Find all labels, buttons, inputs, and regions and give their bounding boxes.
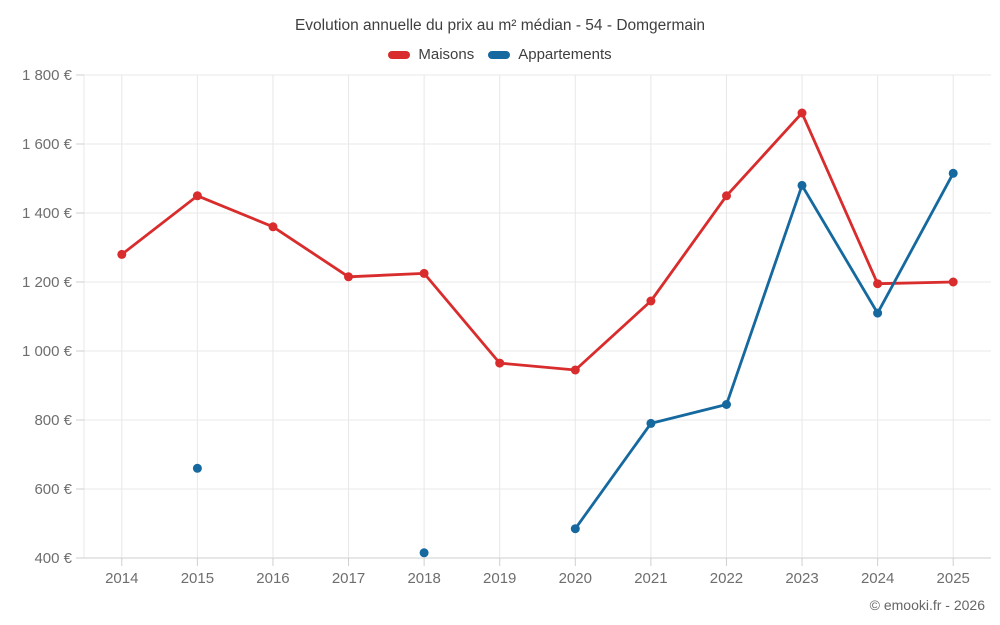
data-point-maisons-2018[interactable] — [419, 268, 429, 278]
data-point-maisons-2015[interactable] — [192, 191, 202, 201]
y-axis-label: 1 400 € — [22, 205, 73, 222]
data-point-appartements-2024[interactable] — [873, 308, 883, 318]
data-point-appartements-2015[interactable] — [192, 463, 202, 473]
y-axis-label: 1 600 € — [22, 136, 73, 153]
data-point-maisons-2016[interactable] — [268, 222, 278, 232]
x-axis-label: 2020 — [559, 570, 592, 587]
x-axis-label: 2018 — [407, 570, 440, 587]
data-point-maisons-2017[interactable] — [344, 272, 353, 282]
x-axis-label: 2017 — [332, 570, 365, 587]
x-axis-label: 2014 — [105, 570, 138, 587]
x-axis-label: 2024 — [861, 570, 894, 587]
data-point-maisons-2022[interactable] — [722, 191, 731, 201]
data-point-maisons-2021[interactable] — [646, 296, 656, 306]
legend-marker-maisons-icon — [388, 50, 411, 59]
y-axis-label: 1 000 € — [22, 343, 73, 360]
data-point-maisons-2014[interactable] — [117, 249, 127, 259]
data-point-appartements-2020[interactable] — [570, 524, 580, 534]
data-point-appartements-2022[interactable] — [722, 400, 731, 409]
x-axis-label: 2021 — [634, 570, 667, 587]
legend-label-appartements: Appartements — [518, 46, 612, 63]
data-point-appartements-2023[interactable] — [797, 180, 807, 190]
x-axis-label: 2023 — [785, 570, 818, 587]
x-axis-label: 2015 — [181, 570, 214, 587]
x-axis-label: 2025 — [937, 570, 970, 587]
legend: Maisons Appartements — [0, 46, 1000, 63]
y-axis-label: 800 € — [34, 412, 72, 429]
legend-item-appartements[interactable]: Appartements — [488, 46, 612, 63]
chart-title: Evolution annuelle du prix au m² médian … — [294, 17, 706, 34]
x-axis-label: 2022 — [710, 570, 743, 587]
copyright-credit: © emooki.fr - 2026 — [869, 597, 985, 613]
data-point-appartements-2025[interactable] — [948, 168, 958, 178]
legend-item-maisons[interactable]: Maisons — [388, 46, 474, 63]
data-point-maisons-2024[interactable] — [873, 279, 883, 289]
data-point-maisons-2023[interactable] — [797, 108, 807, 118]
y-axis-label: 1 200 € — [22, 274, 73, 291]
data-point-maisons-2025[interactable] — [948, 277, 958, 287]
y-axis-label: 1 800 € — [22, 67, 73, 84]
data-point-maisons-2019[interactable] — [495, 358, 505, 368]
x-axis-label: 2016 — [256, 570, 289, 587]
data-point-appartements-2021[interactable] — [646, 418, 656, 428]
data-point-appartements-2018[interactable] — [419, 548, 429, 558]
series-line-appartements — [573, 171, 955, 531]
data-point-maisons-2020[interactable] — [570, 365, 580, 375]
legend-label-maisons: Maisons — [418, 46, 475, 63]
legend-marker-appartements-icon — [488, 50, 511, 59]
y-axis-label: 600 € — [34, 481, 72, 498]
x-axis-label: 2019 — [483, 570, 516, 587]
chart-header: Evolution annuelle du prix au m² médian … — [0, 0, 1000, 63]
y-axis-label: 400 € — [34, 550, 72, 567]
series-line-maisons — [120, 111, 955, 372]
